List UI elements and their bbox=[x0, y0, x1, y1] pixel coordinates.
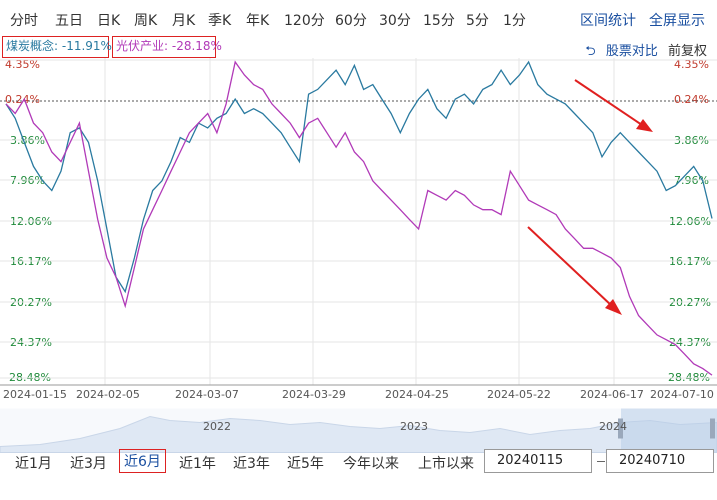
overview-year: 2024 bbox=[599, 420, 627, 433]
x-label: 2024-03-07 bbox=[175, 388, 239, 401]
tab-yearly-k[interactable]: 年K bbox=[246, 13, 270, 29]
tab-intraday[interactable]: 分时 bbox=[10, 13, 38, 29]
adjust-mode-button[interactable]: 前复权 bbox=[667, 44, 707, 59]
series-line-coal bbox=[5, 60, 713, 294]
tab-30min[interactable]: 30分 bbox=[379, 13, 411, 29]
tab-quarterly-k[interactable]: 季K bbox=[208, 13, 232, 29]
y-label-right: 0.24% bbox=[674, 93, 709, 106]
tab-monthly-k[interactable]: 月K bbox=[172, 13, 196, 29]
legend-pv-industry: 光伏产业: -28.18% bbox=[112, 36, 222, 58]
y-label-left: 0.24% bbox=[5, 93, 40, 106]
period-tab-3y[interactable]: 近3年 bbox=[233, 456, 270, 472]
tab-weekly-k[interactable]: 周K bbox=[134, 13, 158, 29]
tab-15min[interactable]: 15分 bbox=[423, 13, 455, 29]
stock-compare-button[interactable]: 股票对比 bbox=[605, 44, 658, 59]
y-label-right: 4.35% bbox=[674, 58, 709, 71]
x-label: 2024-05-22 bbox=[487, 388, 551, 401]
x-label: 2024-06-17 bbox=[580, 388, 644, 401]
x-label: 2024-02-05 bbox=[76, 388, 140, 401]
tab-60min[interactable]: 60分 bbox=[335, 13, 367, 29]
x-label: 2024-01-15 bbox=[3, 388, 67, 401]
tab-1min[interactable]: 1分 bbox=[503, 13, 526, 29]
end-date-input[interactable]: 20240710 bbox=[606, 449, 714, 473]
return-arrow-icon[interactable]: ⮌ bbox=[585, 44, 596, 59]
tab-120min[interactable]: 120分 bbox=[284, 13, 325, 29]
period-tab-ytd[interactable]: 今年以来 bbox=[343, 456, 399, 472]
tab-daily-k[interactable]: 日K bbox=[97, 13, 121, 29]
range-handle-left[interactable] bbox=[618, 418, 623, 439]
tab-5min[interactable]: 5分 bbox=[466, 13, 489, 29]
range-selection bbox=[621, 408, 717, 453]
fullscreen-button[interactable]: 全屏显示 bbox=[649, 13, 705, 29]
tab-five-day[interactable]: 五日 bbox=[55, 13, 83, 29]
annotation-arrow-2 bbox=[527, 226, 622, 315]
overview-year: 2023 bbox=[400, 420, 428, 433]
period-type-tabs: 分时 五日 日K 周K 月K 季K 年K 120分 60分 30分 15分 5分… bbox=[0, 0, 717, 36]
period-tab-1m[interactable]: 近1月 bbox=[15, 456, 52, 472]
range-navigator[interactable] bbox=[0, 405, 717, 457]
period-tab-5y[interactable]: 近5年 bbox=[287, 456, 324, 472]
stock-compare: ⮌ 股票对比 前复权 bbox=[585, 40, 707, 64]
annotation-arrow-1 bbox=[574, 79, 653, 132]
period-tab-6m[interactable]: 近6月 bbox=[119, 449, 166, 473]
x-label: 2024-04-25 bbox=[385, 388, 449, 401]
chart-grid bbox=[0, 58, 717, 385]
comparison-chart[interactable] bbox=[0, 0, 717, 405]
period-tab-since-listing[interactable]: 上市以来 bbox=[418, 456, 474, 472]
legend-coal-concept: 煤炭概念: -11.91% bbox=[2, 36, 112, 58]
interval-stats-button[interactable]: 区间统计 bbox=[580, 13, 636, 29]
start-date-input[interactable]: 20240115 bbox=[484, 449, 592, 473]
series-line-pv bbox=[5, 60, 713, 376]
range-handle-right[interactable] bbox=[710, 418, 715, 439]
period-tab-3m[interactable]: 近3月 bbox=[70, 456, 107, 472]
date-separator bbox=[597, 461, 605, 462]
x-label: 2024-03-29 bbox=[282, 388, 346, 401]
period-tab-1y[interactable]: 近1年 bbox=[179, 456, 216, 472]
y-label-left: 4.35% bbox=[5, 58, 40, 71]
overview-year: 2022 bbox=[203, 420, 231, 433]
x-label: 2024-07-10 bbox=[650, 388, 714, 401]
